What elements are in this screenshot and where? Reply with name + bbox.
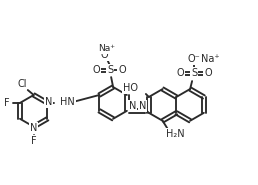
Text: O: O bbox=[92, 65, 100, 75]
Text: N: N bbox=[139, 101, 147, 111]
Text: O⁻: O⁻ bbox=[188, 54, 200, 64]
Text: S: S bbox=[107, 65, 113, 75]
Text: N: N bbox=[30, 123, 37, 133]
Text: ': ' bbox=[144, 111, 146, 117]
Text: S: S bbox=[191, 68, 197, 78]
Text: O: O bbox=[176, 68, 184, 78]
Text: N: N bbox=[129, 101, 136, 111]
Text: Na⁺: Na⁺ bbox=[98, 44, 115, 53]
Text: HO: HO bbox=[123, 83, 138, 93]
Text: O: O bbox=[118, 65, 126, 75]
Text: Cl: Cl bbox=[17, 79, 27, 89]
Text: O: O bbox=[100, 50, 108, 60]
Text: Na⁺: Na⁺ bbox=[201, 54, 219, 64]
Text: F: F bbox=[31, 136, 37, 146]
Text: H₂N: H₂N bbox=[166, 129, 185, 139]
Text: HN: HN bbox=[60, 97, 75, 107]
Text: O: O bbox=[204, 68, 212, 78]
Text: F: F bbox=[4, 98, 10, 108]
Text: N: N bbox=[45, 97, 52, 107]
